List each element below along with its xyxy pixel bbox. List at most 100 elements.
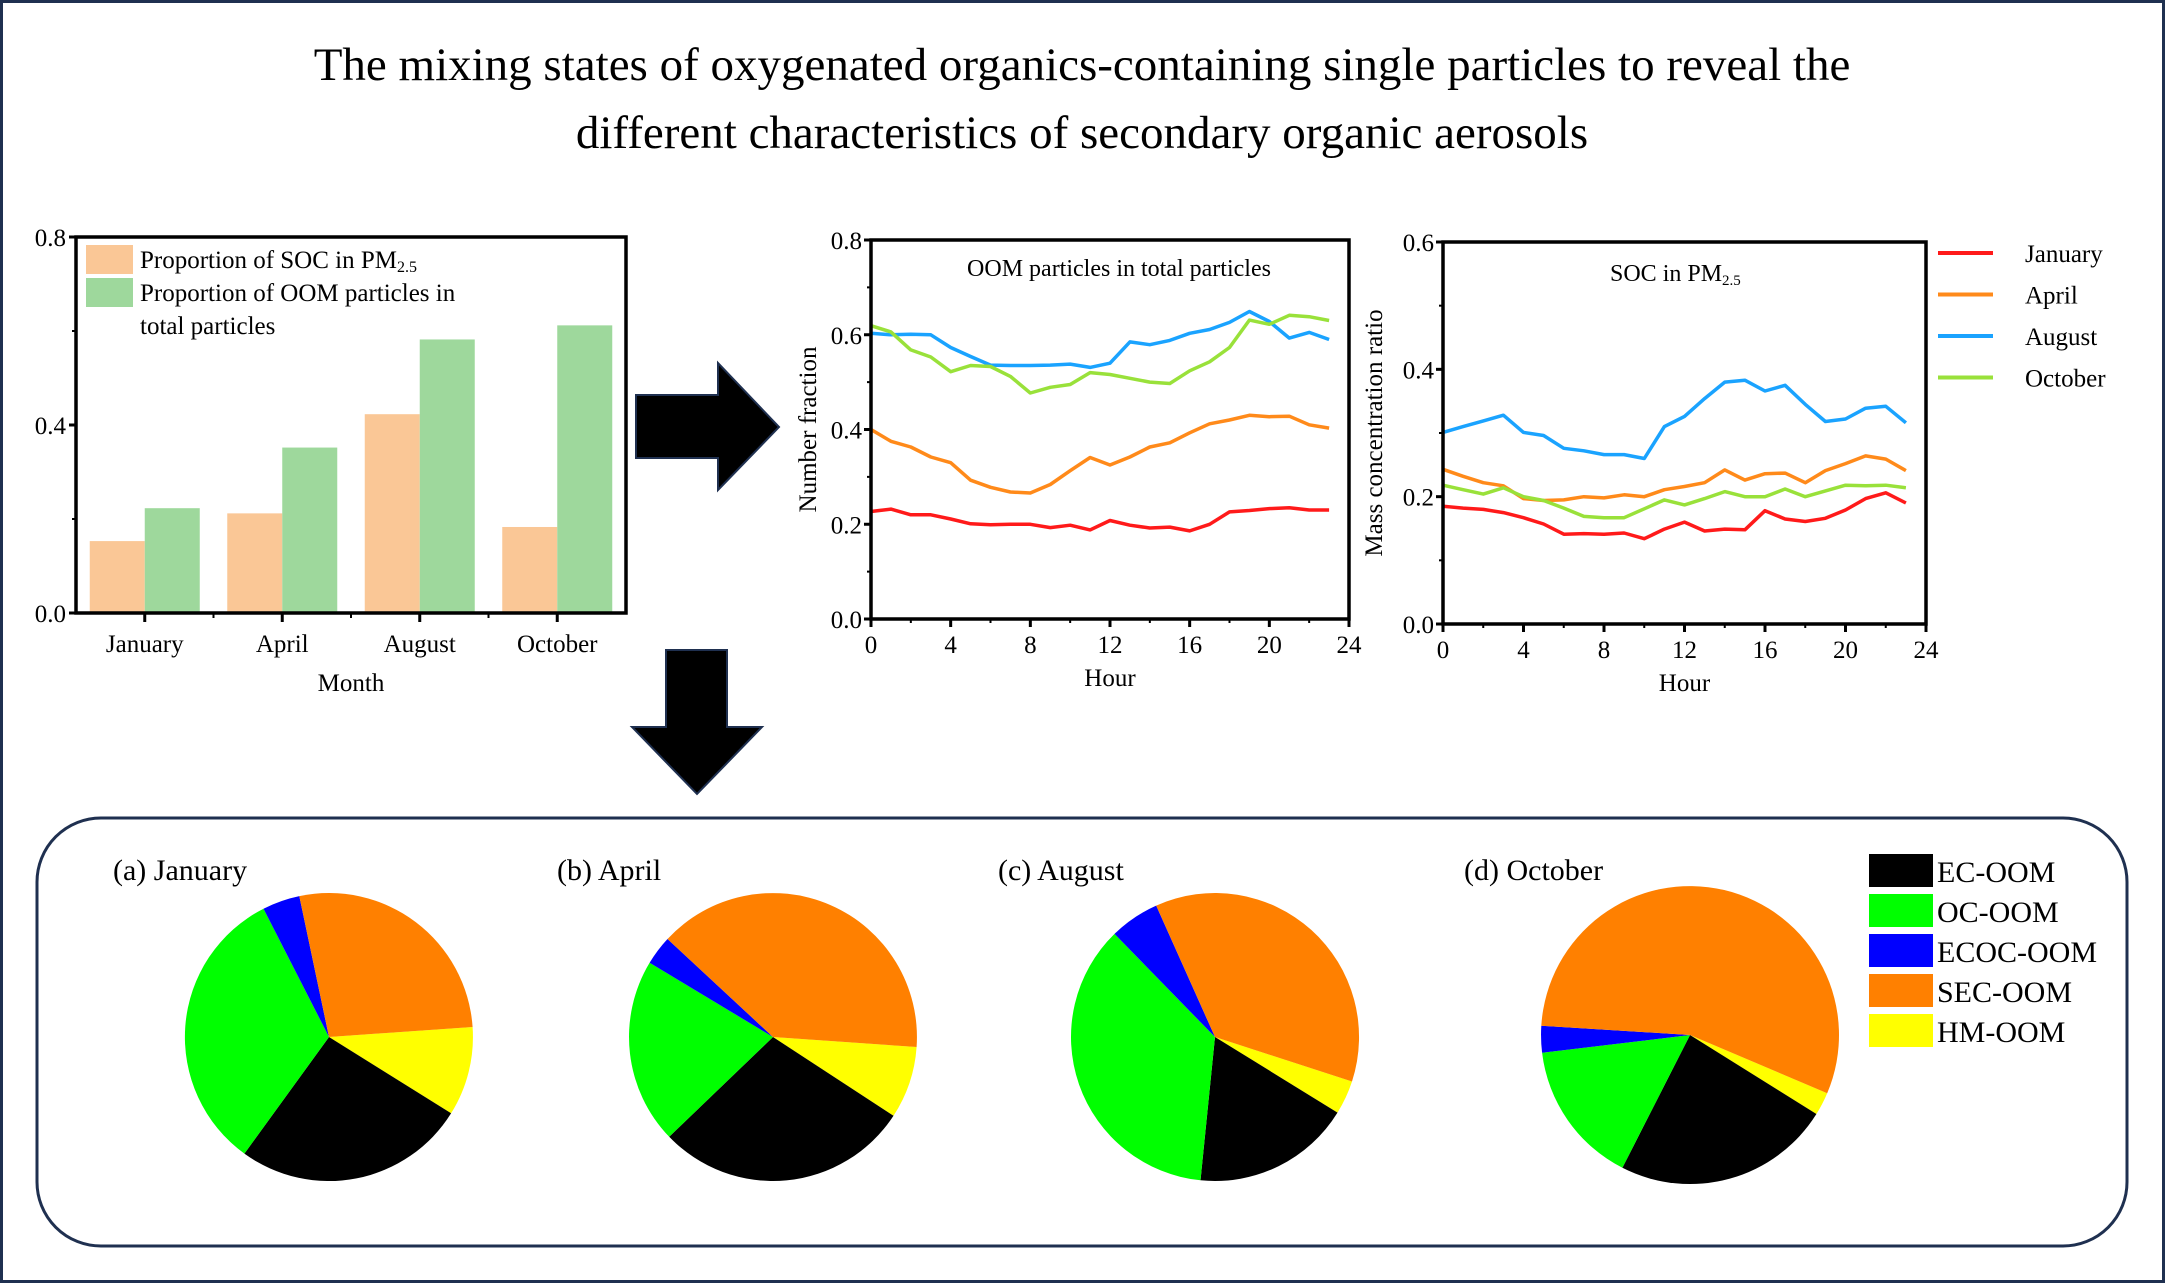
arrow-down-icon <box>629 649 765 796</box>
bar-soc-october <box>502 526 558 613</box>
arrow-right-icon <box>635 360 781 493</box>
legend-swatch-oc-oom <box>1869 894 1933 927</box>
pie-slice-ec-oom <box>1622 1035 1817 1185</box>
bar-chart: January April August October 0.0 0.4 0.8 Month P… <box>35 225 628 697</box>
y-tick-label: 0.4 <box>35 413 67 440</box>
legend-label-soc-main: Proportion of SOC in PM <box>140 247 397 274</box>
pie-slice-oc-oom <box>1542 1035 1690 1168</box>
x-tick-label: 24 <box>1914 637 1940 664</box>
pie-slice-hm-oom <box>1215 1037 1352 1113</box>
legend-swatch-ecoc-oom <box>1869 934 1933 967</box>
y-tick-label: 0.0 <box>1403 612 1434 639</box>
pie-slice-ec-oom <box>1200 1037 1338 1182</box>
series-line-october <box>1442 483 1907 520</box>
y-tick-label: 0.6 <box>1403 230 1434 257</box>
series-line-january <box>870 505 1330 533</box>
legend-label-soc-subscript: 2.5 <box>397 259 417 276</box>
legend-swatch-ec-oom <box>1869 854 1933 887</box>
pie-slice-ec-oom <box>244 1037 452 1182</box>
series-line-august <box>870 309 1330 370</box>
x-tick-label: 4 <box>944 632 957 659</box>
bar-soc-august <box>364 414 420 613</box>
legend-label-ecoc-oom: ECOC-OOM <box>1937 936 2097 969</box>
series-line-august <box>1442 378 1908 461</box>
pie-chart-0: (a) January <box>113 854 473 1182</box>
legend-label-october: October <box>2025 366 2106 393</box>
x-tick-label: 20 <box>1257 632 1282 659</box>
bar-oom-august <box>419 339 475 613</box>
line-chart-1: 0 4 8 12 16 20 24 0.0 0.2 0.4 0.6 0.8 Hour Number fra… <box>795 228 1362 692</box>
legend-swatch-sec-oom <box>1869 974 1933 1007</box>
x-tick-label: August <box>384 631 456 658</box>
pie-slice-sec-oom <box>299 893 473 1037</box>
y-axis-label: Mass concentration ratio <box>1361 309 1388 556</box>
x-tick-label: 12 <box>1672 637 1697 664</box>
series-line-october <box>870 313 1330 395</box>
x-tick-label: 16 <box>1753 637 1778 664</box>
legend-swatch-oom <box>86 278 133 307</box>
y-axis-label: Number fraction <box>795 346 822 512</box>
x-tick-label: 8 <box>1024 632 1037 659</box>
title-line-1: The mixing states of oxygenated organics… <box>314 39 1851 91</box>
chart-title-oom: OOM particles in total particles <box>967 256 1271 282</box>
plot-frame <box>869 238 1351 621</box>
pie-slice-sec-oom <box>1156 893 1360 1082</box>
y-tick-label: 0.6 <box>831 323 862 350</box>
legend-label-ec-oom: EC-OOM <box>1937 856 2055 889</box>
x-axis-label: Month <box>318 670 385 697</box>
x-axis-label: Hour <box>1659 670 1711 697</box>
x-tick-label: 4 <box>1517 637 1530 664</box>
y-tick-label: 0.4 <box>831 418 863 445</box>
pie-slice-oc-oom <box>1070 933 1215 1181</box>
x-tick-label: 24 <box>1337 632 1363 659</box>
series-line-april <box>1442 454 1907 503</box>
x-tick-label: 20 <box>1833 637 1858 664</box>
plot-frame <box>1441 240 1928 626</box>
y-tick-label: 0.2 <box>831 512 862 539</box>
x-tick-label: 0 <box>1437 637 1450 664</box>
pie-chart-3: (d) October <box>1464 854 1840 1185</box>
series-line-april <box>870 413 1330 495</box>
y-tick-label: 0.2 <box>1403 485 1434 512</box>
pie-label: (d) October <box>1464 854 1603 887</box>
legend-label-august: August <box>2025 324 2097 351</box>
chart-title-soc-main: SOC in PM <box>1610 261 1722 287</box>
pie-slice-ecoc-oom <box>1541 1025 1690 1053</box>
x-tick-label: 12 <box>1098 632 1123 659</box>
legend-label-oc-oom: OC-OOM <box>1937 896 2059 929</box>
pie-slice-hm-oom <box>773 1037 917 1116</box>
legend-label-january: January <box>2025 241 2103 268</box>
x-tick-label: April <box>256 631 309 658</box>
x-tick-label: 8 <box>1598 637 1611 664</box>
pie-label: (c) August <box>998 854 1124 887</box>
x-tick-label: October <box>517 631 598 658</box>
title-line-2: different characteristics of secondary o… <box>576 107 1588 159</box>
legend-swatch-hm-oom <box>1869 1014 1933 1047</box>
legend-label-april: April <box>2025 283 2078 310</box>
chart-title-soc: SOC in PM2.5 <box>1610 261 1741 289</box>
pie-panel-frame <box>35 816 2129 1248</box>
bar-oom-january <box>144 508 200 613</box>
x-tick-label: 0 <box>865 632 878 659</box>
bar-oom-april <box>282 447 338 613</box>
series-line-january <box>1442 491 1907 541</box>
pie-slice-oc-oom <box>184 908 329 1154</box>
pie-slice-ecoc-oom <box>263 896 329 1037</box>
pie-slice-hm-oom <box>1690 1035 1828 1114</box>
x-tick-label: January <box>106 631 184 658</box>
bar-soc-april <box>227 513 283 613</box>
legend-label-oom-line1: Proportion of OOM particles in <box>140 280 456 307</box>
y-tick-label: 0.8 <box>831 228 862 255</box>
pie-slice-ec-oom <box>669 1037 894 1181</box>
y-tick-label: 0.8 <box>35 225 66 252</box>
pie-slice-oc-oom <box>629 962 773 1137</box>
pie-slice-hm-oom <box>329 1027 473 1114</box>
legend-swatch-soc <box>86 245 133 274</box>
pie-chart-2: (c) August <box>998 854 1360 1182</box>
legend-label-sec-oom: SEC-OOM <box>1937 976 2072 1009</box>
bar-soc-january <box>89 541 145 613</box>
chart-title-soc-subscript: 2.5 <box>1722 273 1741 289</box>
